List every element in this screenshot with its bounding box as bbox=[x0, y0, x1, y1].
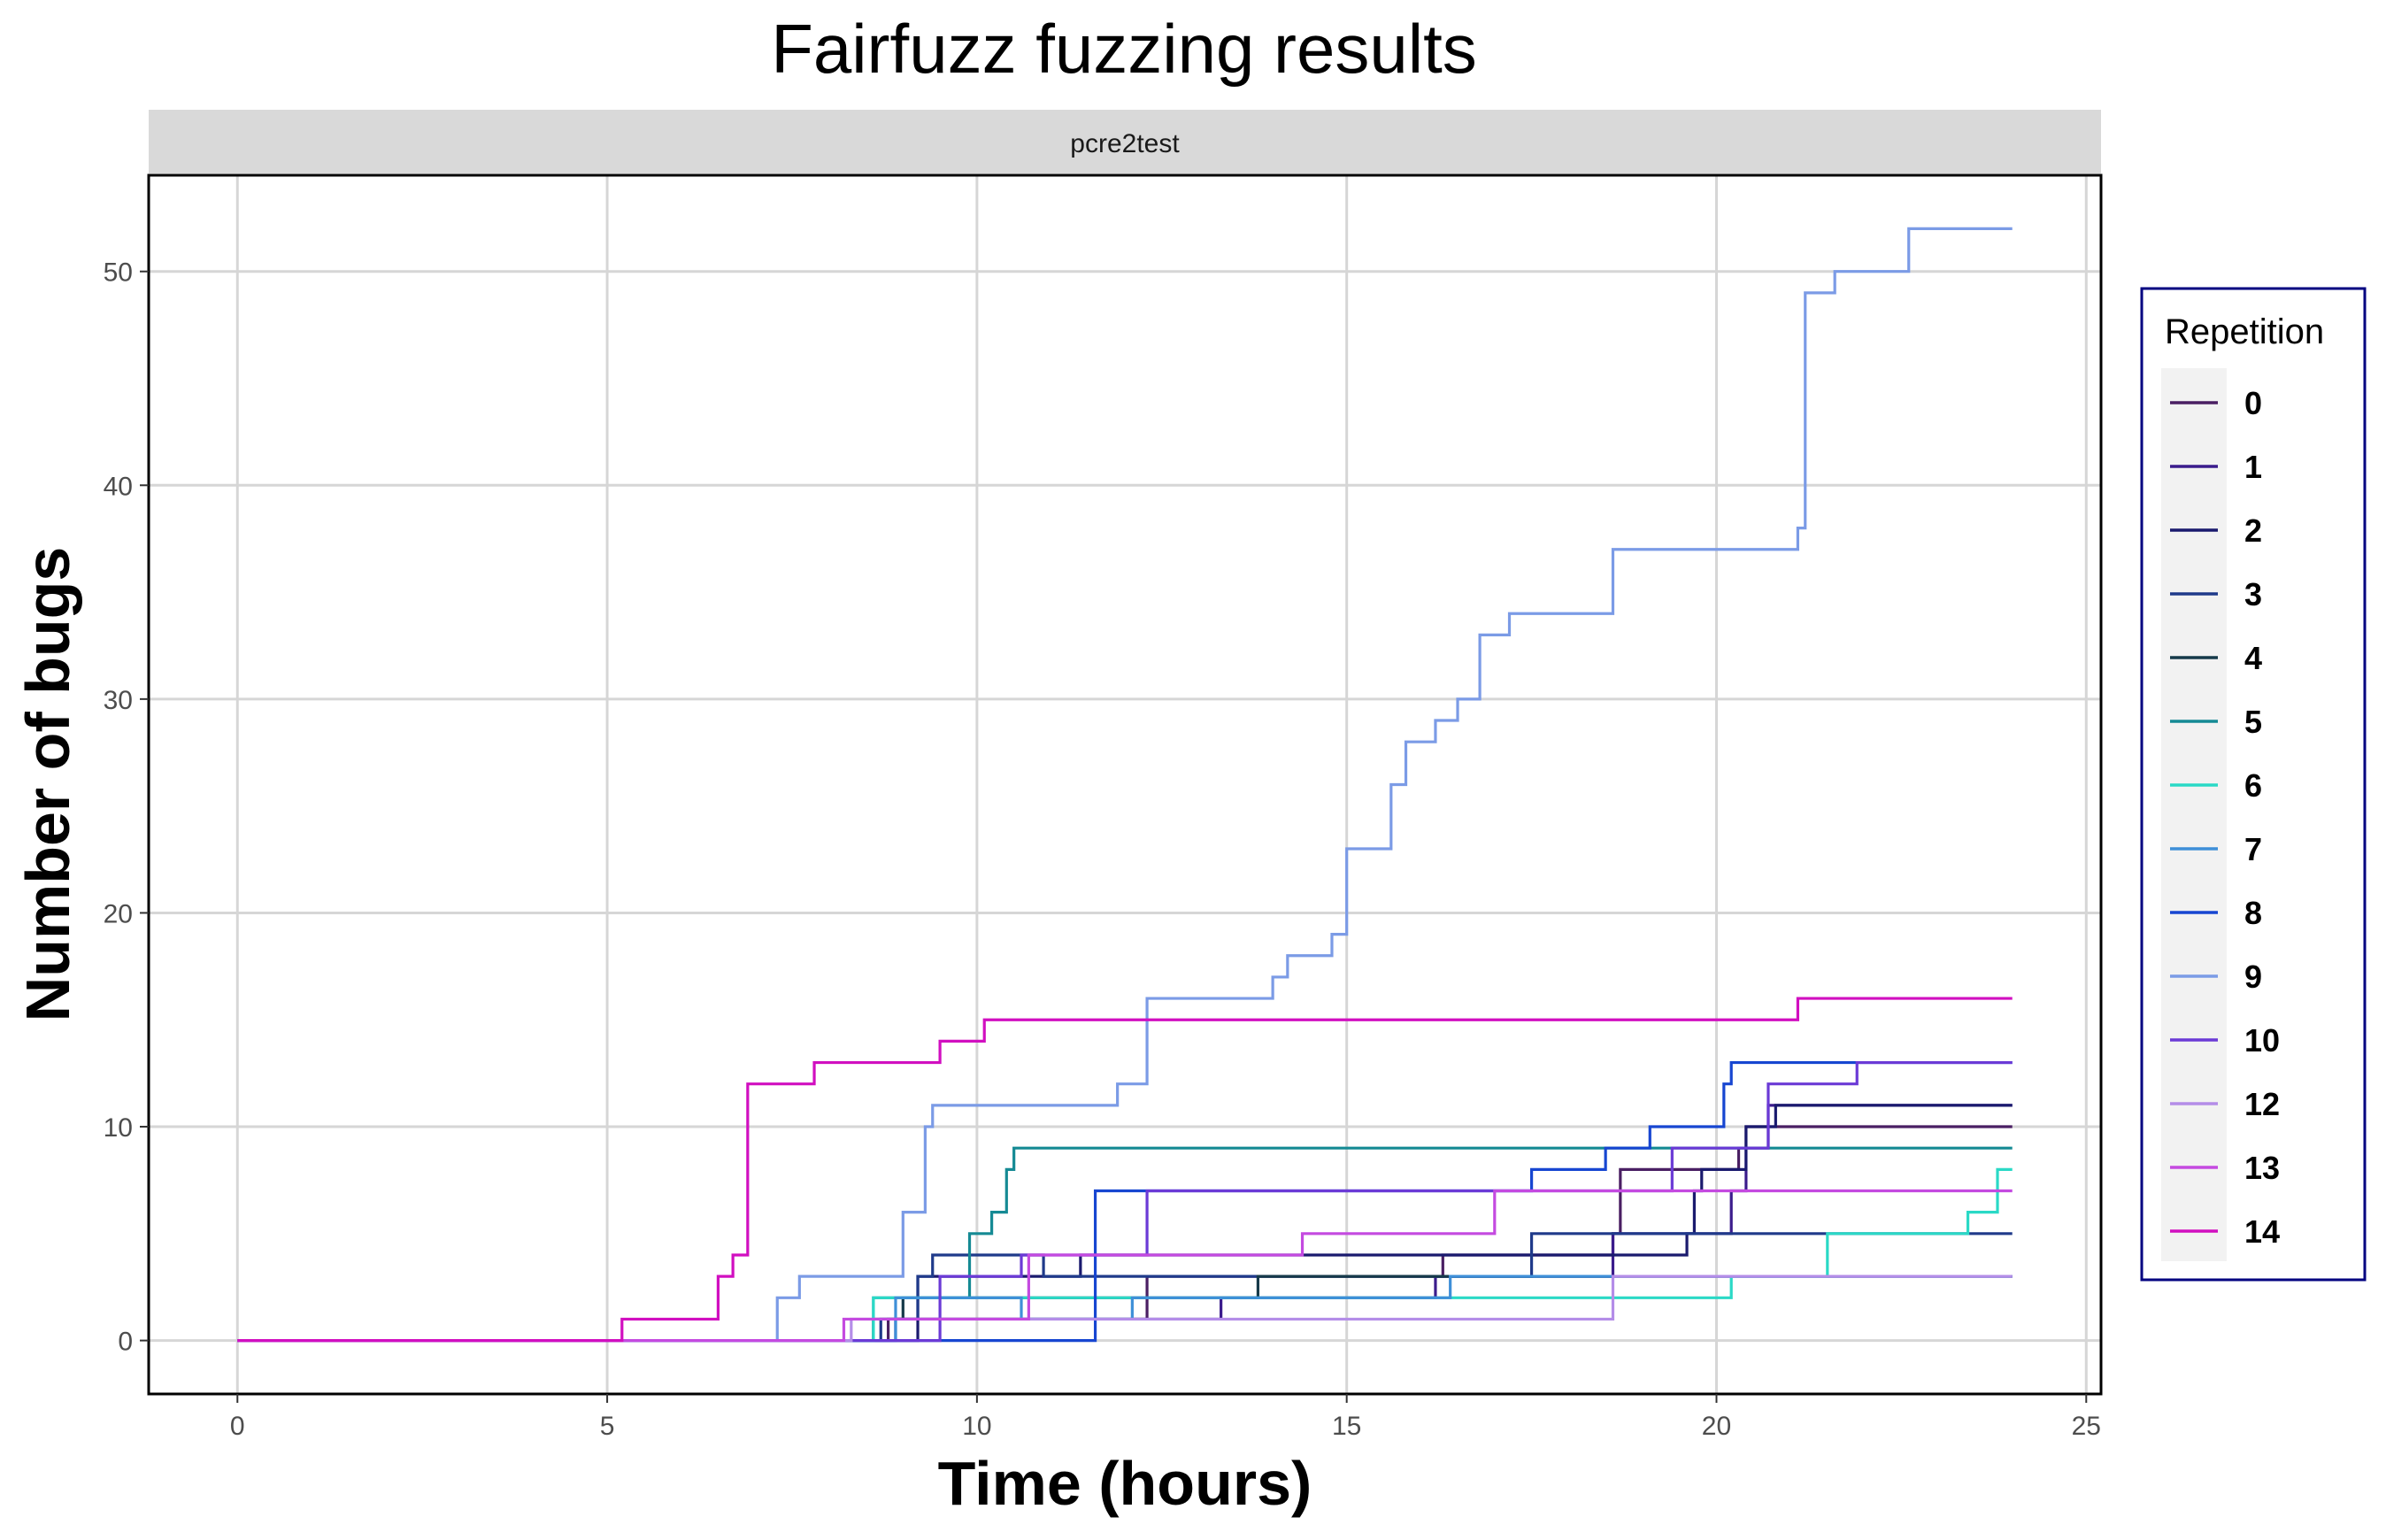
legend-label-8: 8 bbox=[2244, 895, 2262, 931]
legend-label-9: 9 bbox=[2244, 959, 2262, 995]
legend-label-3: 3 bbox=[2244, 576, 2262, 612]
series-lines bbox=[237, 227, 2013, 1343]
legend-label-4: 4 bbox=[2244, 640, 2262, 676]
legend-title: Repetition bbox=[2165, 312, 2324, 351]
x-tick-label: 10 bbox=[962, 1412, 991, 1441]
y-tick-label: 20 bbox=[104, 899, 133, 928]
y-axis: 0 10 20 30 40 50 bbox=[104, 258, 149, 1357]
x-tick-label: 25 bbox=[2072, 1412, 2101, 1441]
legend-label-0: 0 bbox=[2244, 385, 2262, 421]
facet-strip-label: pcre2test bbox=[1070, 129, 1180, 158]
y-tick-label: 10 bbox=[104, 1113, 133, 1143]
y-tick-label: 0 bbox=[118, 1328, 133, 1357]
series-line-13 bbox=[237, 1189, 2013, 1343]
series-line-12 bbox=[237, 1274, 2013, 1343]
legend-label-2: 2 bbox=[2244, 512, 2262, 549]
series-line-10 bbox=[237, 1060, 2013, 1343]
series-line-4 bbox=[237, 1274, 2013, 1343]
legend-label-12: 12 bbox=[2244, 1086, 2280, 1122]
series-line-2 bbox=[237, 1104, 2013, 1343]
legend-label-1: 1 bbox=[2244, 449, 2262, 485]
x-axis: 0 5 10 15 20 25 bbox=[230, 1394, 2101, 1441]
legend-label-14: 14 bbox=[2244, 1213, 2280, 1250]
y-tick-label: 40 bbox=[104, 472, 133, 501]
y-tick-label: 30 bbox=[104, 686, 133, 715]
legend-label-13: 13 bbox=[2244, 1150, 2280, 1186]
legend-label-7: 7 bbox=[2244, 831, 2262, 867]
x-axis-title: Time (hours) bbox=[938, 1449, 1312, 1518]
legend-label-10: 10 bbox=[2244, 1022, 2280, 1059]
x-tick-label: 0 bbox=[230, 1412, 245, 1441]
grid-lines bbox=[149, 175, 2101, 1394]
series-line-3 bbox=[237, 1232, 2013, 1343]
x-tick-label: 15 bbox=[1332, 1412, 1361, 1441]
legend-key-background bbox=[2161, 368, 2227, 1261]
facet-strip bbox=[149, 110, 2101, 173]
series-line-9 bbox=[237, 227, 2013, 1343]
series-line-7 bbox=[237, 1274, 2013, 1343]
x-tick-label: 20 bbox=[1702, 1412, 1731, 1441]
y-tick-label: 50 bbox=[104, 258, 133, 288]
chart-title: Fairfuzz fuzzing results bbox=[771, 10, 1477, 88]
legend-label-6: 6 bbox=[2244, 767, 2262, 804]
plot-panel-border bbox=[147, 173, 2103, 1396]
legend-label-5: 5 bbox=[2244, 704, 2262, 740]
y-axis-title: Number of bugs bbox=[13, 547, 82, 1022]
series-line-14 bbox=[237, 997, 2013, 1343]
x-tick-label: 5 bbox=[600, 1412, 615, 1441]
